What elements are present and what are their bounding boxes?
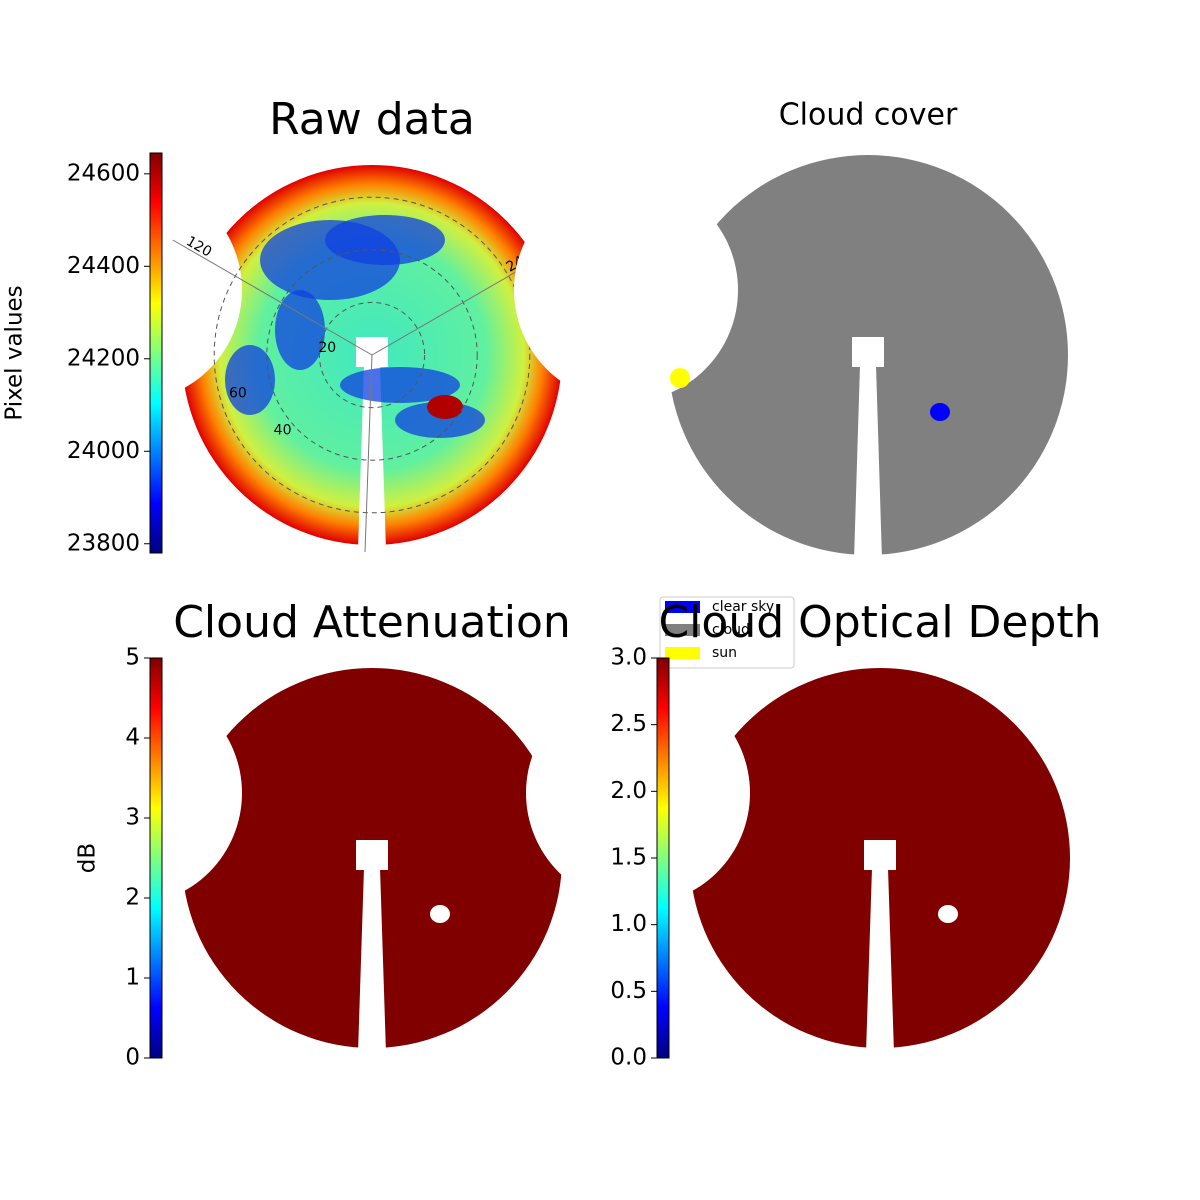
tick-label: 0 — [125, 1045, 140, 1071]
mask — [866, 868, 894, 1053]
mask — [18, 681, 242, 905]
mask — [852, 337, 884, 367]
tick-label: 23800 — [67, 530, 140, 556]
mask — [854, 365, 882, 560]
panel-title: Cloud cover — [779, 98, 958, 133]
sun-spot — [427, 395, 463, 419]
polar-ring-label: 60 — [229, 385, 247, 401]
legend-label: cloud — [712, 622, 750, 638]
tick-label: 4 — [125, 725, 140, 751]
tick-label: 1 — [125, 965, 140, 991]
mask — [514, 178, 738, 402]
tick-label: 3 — [125, 805, 140, 831]
panel-title: Cloud Optical Depth — [658, 597, 1101, 648]
tick-label: 2 — [125, 885, 140, 911]
tick-label: 0.5 — [610, 978, 647, 1004]
panel-title: Cloud Attenuation — [173, 597, 571, 648]
colorbar-label: dB — [75, 843, 101, 873]
mask — [938, 905, 958, 923]
azimuth-line — [364, 354, 373, 553]
mask — [18, 178, 242, 402]
colorbar-label: Pixel values — [2, 285, 28, 420]
legend-label: sun — [712, 645, 737, 661]
polar-ring — [266, 249, 478, 461]
tick-label: 24600 — [67, 160, 140, 186]
polar-ring-label: 40 — [274, 423, 292, 439]
sky-feature — [340, 367, 460, 403]
tick-label: 3.0 — [610, 645, 647, 671]
mask — [430, 905, 450, 923]
colorbar — [149, 657, 163, 1059]
panel-title: Raw data — [269, 94, 475, 145]
tick-label: 1.5 — [610, 845, 647, 871]
tick-label: 24200 — [67, 345, 140, 371]
legend-swatch — [665, 647, 700, 659]
sky-feature — [395, 402, 485, 438]
sun-marker — [670, 368, 690, 388]
polar-ring — [318, 301, 426, 409]
colorbar — [149, 152, 163, 554]
tick-label: 5 — [125, 645, 140, 671]
tick-label: 24000 — [67, 438, 140, 464]
mask — [358, 868, 386, 1053]
mask — [356, 840, 388, 870]
sky-feature — [275, 290, 325, 370]
sky-feature — [325, 215, 445, 265]
legend-swatch — [665, 601, 700, 613]
legend-label: clear sky — [712, 599, 774, 615]
azimuth-line — [172, 239, 373, 356]
polar-ring — [213, 196, 531, 514]
mask — [864, 840, 896, 870]
legend-swatch — [665, 624, 700, 636]
polar-ring-label: 20 — [318, 340, 336, 356]
sky-feature — [225, 345, 275, 415]
tick-label: 2.0 — [610, 778, 647, 804]
tick-label: 24400 — [67, 253, 140, 279]
clear-sky-region — [930, 403, 950, 421]
colorbar — [656, 657, 670, 1059]
mask — [526, 681, 750, 905]
tick-label: 2.5 — [610, 711, 647, 737]
mask — [358, 365, 386, 550]
tick-label: 0.0 — [610, 1045, 647, 1071]
tick-label: 1.0 — [610, 911, 647, 937]
